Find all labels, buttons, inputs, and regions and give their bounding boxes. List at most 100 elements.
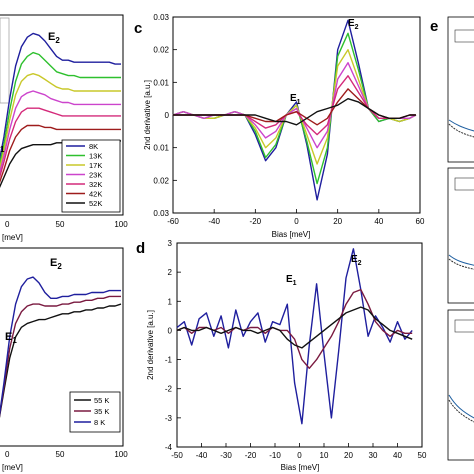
- panel-c-ylabel: 2nd derivative [a.u.]: [143, 80, 152, 150]
- series-line-left-top-5: [0, 124, 121, 184]
- panel-e-curve: [448, 258, 474, 270]
- legend-bottom-label: 8 K: [94, 418, 105, 427]
- series-line-d-0: [176, 248, 413, 425]
- panel-d-ytick-label: 0: [168, 326, 173, 335]
- panel-d-xtick-label: -40: [196, 451, 208, 460]
- panel-d-xtick-label: 10: [320, 451, 329, 460]
- series-line-left-top-2: [0, 72, 121, 170]
- panel-d-xtick-label: 0: [297, 451, 302, 460]
- panel-e-legend-1: [454, 29, 474, 43]
- panel-d-e1-label: E1: [286, 274, 297, 287]
- panel-c-ytick-label: 0.02: [153, 176, 169, 185]
- panel-c-lines: [172, 19, 417, 201]
- panel-d-xtick-label: -50: [171, 451, 183, 460]
- series-line-d-2: [176, 306, 413, 349]
- panel-d-xtick-label: -20: [245, 451, 257, 460]
- legend-top-label: 17K: [89, 161, 102, 170]
- panel-e-subplot-3: [447, 309, 474, 461]
- legend-top-label: 23K: [89, 171, 102, 180]
- panel-d-ytick-label: 3: [168, 239, 173, 248]
- panel-d-xtick-label: 50: [418, 451, 427, 460]
- panel-e: e: [430, 16, 474, 461]
- panel-d-xtick-label: -10: [269, 451, 281, 460]
- panel-c-ytick-label: 0.01: [153, 78, 169, 87]
- left-bottom-tick: 100: [114, 450, 128, 459]
- series-line-left-top-3: [0, 90, 121, 175]
- left-bottom-xlabel: [meV]: [2, 463, 23, 472]
- legend-top-label: 42K: [89, 190, 102, 199]
- legend-bottom-label: 35 K: [94, 407, 109, 416]
- panel-c-ytick-label: 0.03: [153, 209, 169, 218]
- legend-bottom: 55 K 35 K 8 K: [69, 391, 121, 433]
- panel-d-ytick-label: 2: [168, 268, 173, 277]
- panel-label-e: e: [430, 18, 438, 35]
- panel-e-legend-3: [454, 319, 474, 333]
- panel-c-xlabel: Bias [meV]: [272, 230, 311, 239]
- legend-top-label: 13K: [89, 152, 102, 161]
- panel-d: d -50 -40 -30 -20 -10 0 10 20 30 40 503210-1-2-3-4…: [136, 239, 427, 472]
- legend-top-box: [61, 139, 121, 213]
- panel-d-xtick-label: 20: [344, 451, 353, 460]
- panel-d-e2-label: E2: [351, 254, 362, 267]
- left-top-tick: 100: [114, 220, 128, 229]
- left-top-xlabel: [meV]: [2, 233, 23, 242]
- panel-d-xlabel: Bias [meV]: [281, 463, 320, 472]
- left-bottom-panel: E2 E1 55 K 35 K 8 K 0 50 100 [meV]: [0, 247, 128, 472]
- left-top-frame: [0, 14, 124, 216]
- series-line-left-top-0: [0, 32, 121, 162]
- panel-c-xtick-label: 40: [374, 217, 383, 226]
- left-top-tick: 0: [5, 220, 10, 229]
- panel-c-e2-label: E2: [348, 18, 359, 31]
- left-bottom-lines: [0, 276, 122, 419]
- panel-d-ytick-label: -4: [165, 443, 173, 452]
- panel-c-xtick-label: -60: [167, 217, 179, 226]
- panel-label-d: d: [136, 240, 145, 257]
- panel-e-legend-2: [454, 177, 474, 191]
- panel-c-ticks: -60 -40 -20 0 20 40 60 0.03 0.02 0.01 0 0.01 0.02 0.0…: [153, 13, 425, 226]
- panel-d-ytick-label: -1: [165, 356, 173, 365]
- panel-e-curve: [448, 394, 474, 419]
- left-top-lines: [0, 32, 121, 188]
- panel-label-c: c: [134, 20, 142, 37]
- panel-d-xtick-label: -30: [220, 451, 232, 460]
- panel-d-xtick-label: 40: [393, 451, 402, 460]
- series-line-left-bottom-2: [0, 276, 121, 417]
- panel-e-curve: [448, 119, 474, 132]
- panel-c-xtick-label: 0: [294, 217, 299, 226]
- panel-d-ytick-label: 1: [168, 297, 173, 306]
- series-line-c-1: [172, 32, 417, 185]
- series-line-left-top-1: [0, 51, 121, 166]
- series-line-left-bottom-0: [0, 303, 122, 419]
- left-top-e1-fragment: 1: [0, 145, 5, 154]
- legend-top-label: 8K: [89, 142, 98, 151]
- panel-c-ytick-label: 0.03: [153, 13, 169, 22]
- series-line-left-top-4: [0, 107, 121, 179]
- left-bottom-e1-label: E1: [5, 331, 17, 345]
- panel-d-ytick-label: -3: [165, 414, 173, 423]
- legend-bottom-box: [69, 391, 121, 433]
- legend-bottom-label: 55 K: [94, 396, 109, 405]
- left-bottom-e2-label: E2: [50, 257, 62, 271]
- panel-c-xtick-label: 20: [333, 217, 342, 226]
- left-top-tick: 50: [56, 220, 65, 229]
- left-bottom-tick: 50: [56, 450, 65, 459]
- panel-e-curve: [448, 399, 474, 423]
- panel-e-subplot-1: [447, 16, 474, 163]
- panel-c-xtick-label: -20: [250, 217, 262, 226]
- left-bottom-frame: [0, 247, 124, 447]
- left-top-e2-label: E2: [48, 31, 60, 45]
- legend-top-label: 32K: [89, 180, 102, 189]
- left-bottom-tick: 0: [5, 450, 10, 459]
- panel-e-curve: [448, 254, 474, 266]
- series-line-d-1: [176, 288, 413, 369]
- panel-c-ytick-label: 0: [165, 111, 170, 120]
- panel-c-e1-label: E1: [290, 93, 301, 106]
- panel-e-subplot-2: [447, 167, 474, 304]
- series-line-c-2: [172, 49, 417, 165]
- series-line-left-bottom-1: [0, 295, 121, 418]
- panel-d-ytick-label: -2: [165, 385, 173, 394]
